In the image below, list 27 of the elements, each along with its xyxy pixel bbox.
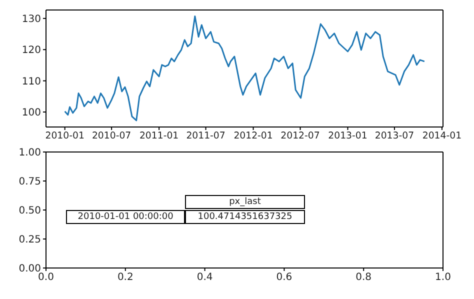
y-tick-label: 0.25: [18, 234, 41, 246]
x-tick-label: 0.2: [117, 272, 134, 284]
y-tick-label: 1.00: [18, 148, 41, 159]
annotation: 100.4714351637325: [185, 210, 305, 224]
y-tick-label: 100: [22, 108, 41, 119]
x-tick-label: 2012-01: [234, 130, 273, 142]
annotation: 2010-01-01 00:00:00: [66, 210, 186, 224]
y-tick-label: 110: [22, 76, 41, 88]
x-tick-label: 2011-07: [186, 130, 226, 142]
x-tick-label: 2012-07: [280, 130, 320, 142]
x-tick-label: 2014-01: [422, 130, 462, 142]
x-tick-label: 1.0: [435, 272, 451, 284]
x-tick-label: 2011-01: [139, 130, 179, 142]
y-tick-label: 120: [22, 45, 41, 56]
y-tick-label: 0.50: [18, 206, 41, 217]
line-series: [64, 15, 426, 122]
x-tick-label: 0.0: [38, 272, 54, 284]
x-tick-label: 0.4: [196, 272, 213, 284]
y-tick-label: 0.75: [18, 176, 41, 188]
x-tick-label: 2010-07: [92, 130, 132, 142]
x-tick-label: 0.8: [356, 272, 372, 284]
x-tick-label: 0.6: [276, 272, 292, 284]
x-tick-label: 2013-01: [328, 130, 368, 142]
x-tick-label: 2013-07: [374, 130, 414, 142]
annotation: px_last: [185, 195, 305, 210]
y-tick-label: 130: [22, 14, 41, 25]
x-tick-label: 2010-01: [45, 130, 84, 142]
